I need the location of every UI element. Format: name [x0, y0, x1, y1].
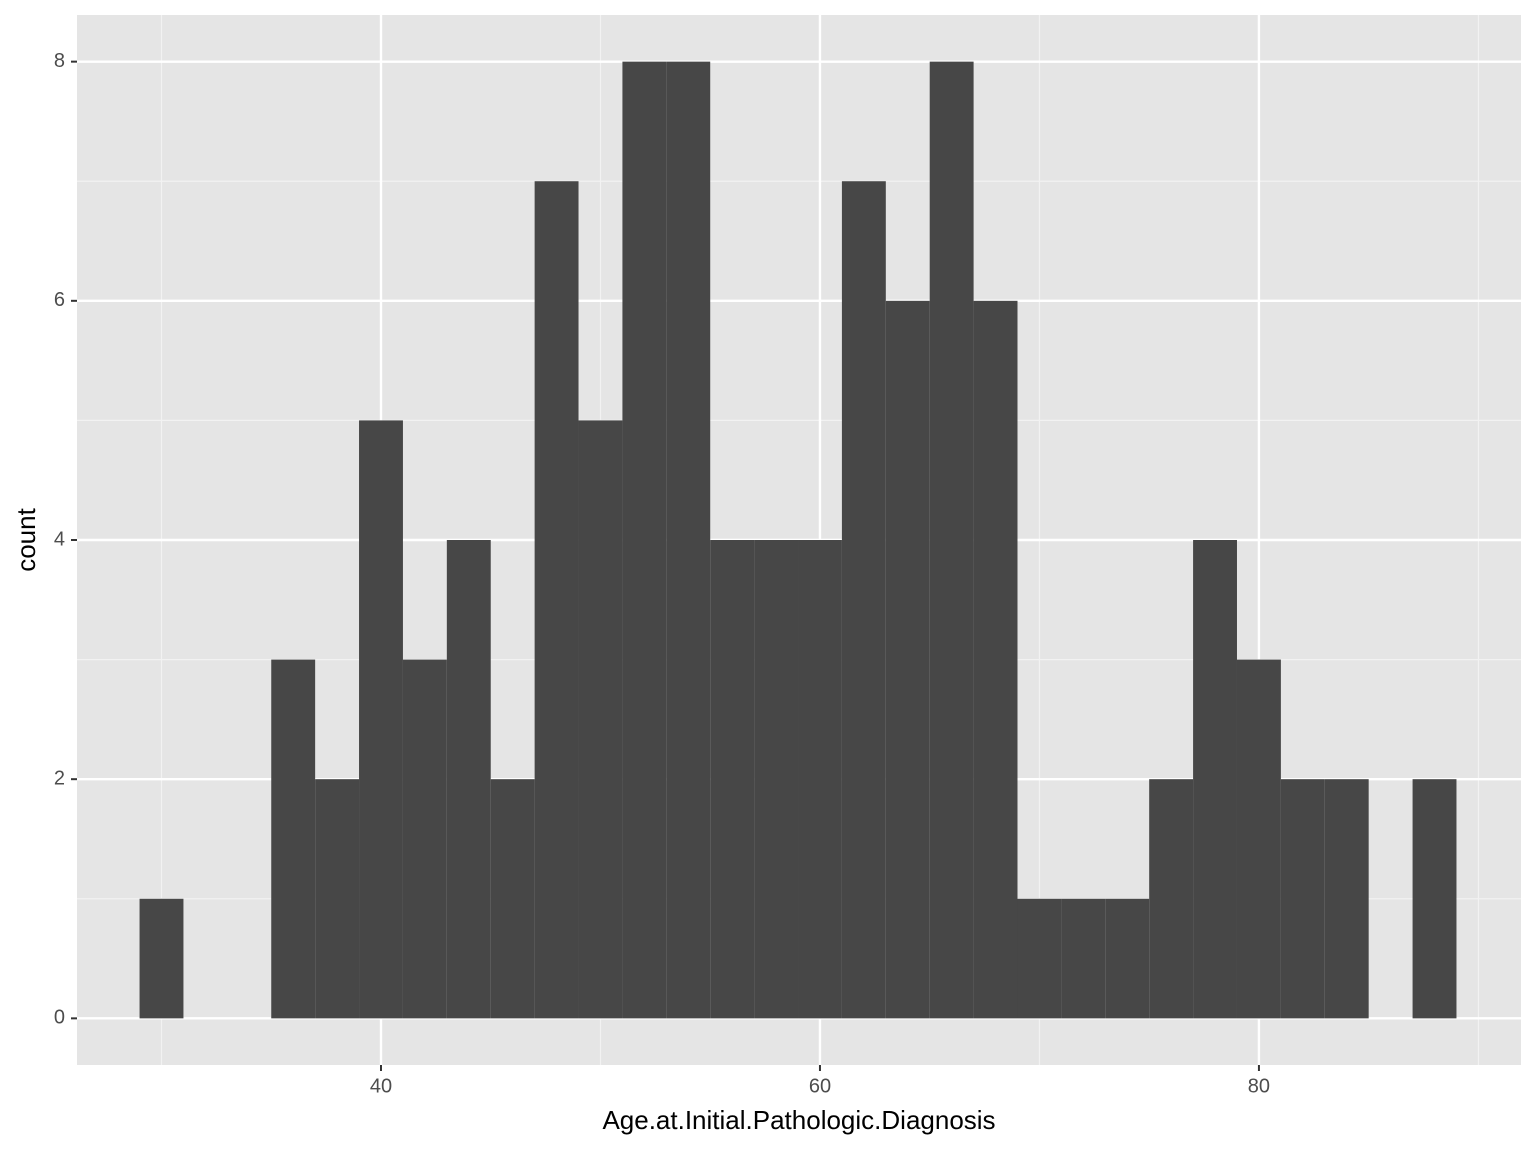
x-axis-title: Age.at.Initial.Pathologic.Diagnosis: [602, 1105, 995, 1135]
bar: [1061, 898, 1106, 1019]
bar: [1149, 779, 1194, 1019]
bar: [402, 659, 447, 1019]
bar: [315, 779, 360, 1019]
bar: [841, 181, 886, 1019]
bar: [710, 540, 755, 1019]
bar: [359, 420, 403, 1019]
y-tick-label: 8: [54, 50, 65, 72]
bar: [973, 300, 1018, 1019]
bar: [798, 540, 842, 1019]
bar: [666, 61, 711, 1019]
bar: [1280, 779, 1325, 1019]
bar: [271, 659, 316, 1019]
x-tick-label: 40: [370, 1075, 392, 1097]
y-tick-label: 2: [54, 767, 65, 789]
bar: [1017, 898, 1062, 1019]
y-tick-label: 0: [54, 1007, 65, 1029]
bar: [446, 540, 491, 1019]
bar: [578, 420, 623, 1019]
y-tick-label: 4: [54, 528, 65, 550]
bar: [1193, 540, 1237, 1019]
y-axis-title: count: [11, 507, 41, 571]
bar: [139, 898, 184, 1019]
x-tick-label: 80: [1248, 1075, 1270, 1097]
bar: [490, 779, 535, 1019]
bar: [1236, 659, 1281, 1019]
bar: [1324, 779, 1369, 1019]
bar: [885, 300, 930, 1019]
x-tick-label: 60: [809, 1075, 831, 1097]
bar: [622, 61, 667, 1019]
bar: [534, 181, 579, 1019]
bar: [1105, 898, 1150, 1019]
bar: [754, 540, 799, 1019]
bar: [929, 61, 974, 1019]
y-tick-label: 6: [54, 289, 65, 311]
bar: [1412, 779, 1457, 1019]
